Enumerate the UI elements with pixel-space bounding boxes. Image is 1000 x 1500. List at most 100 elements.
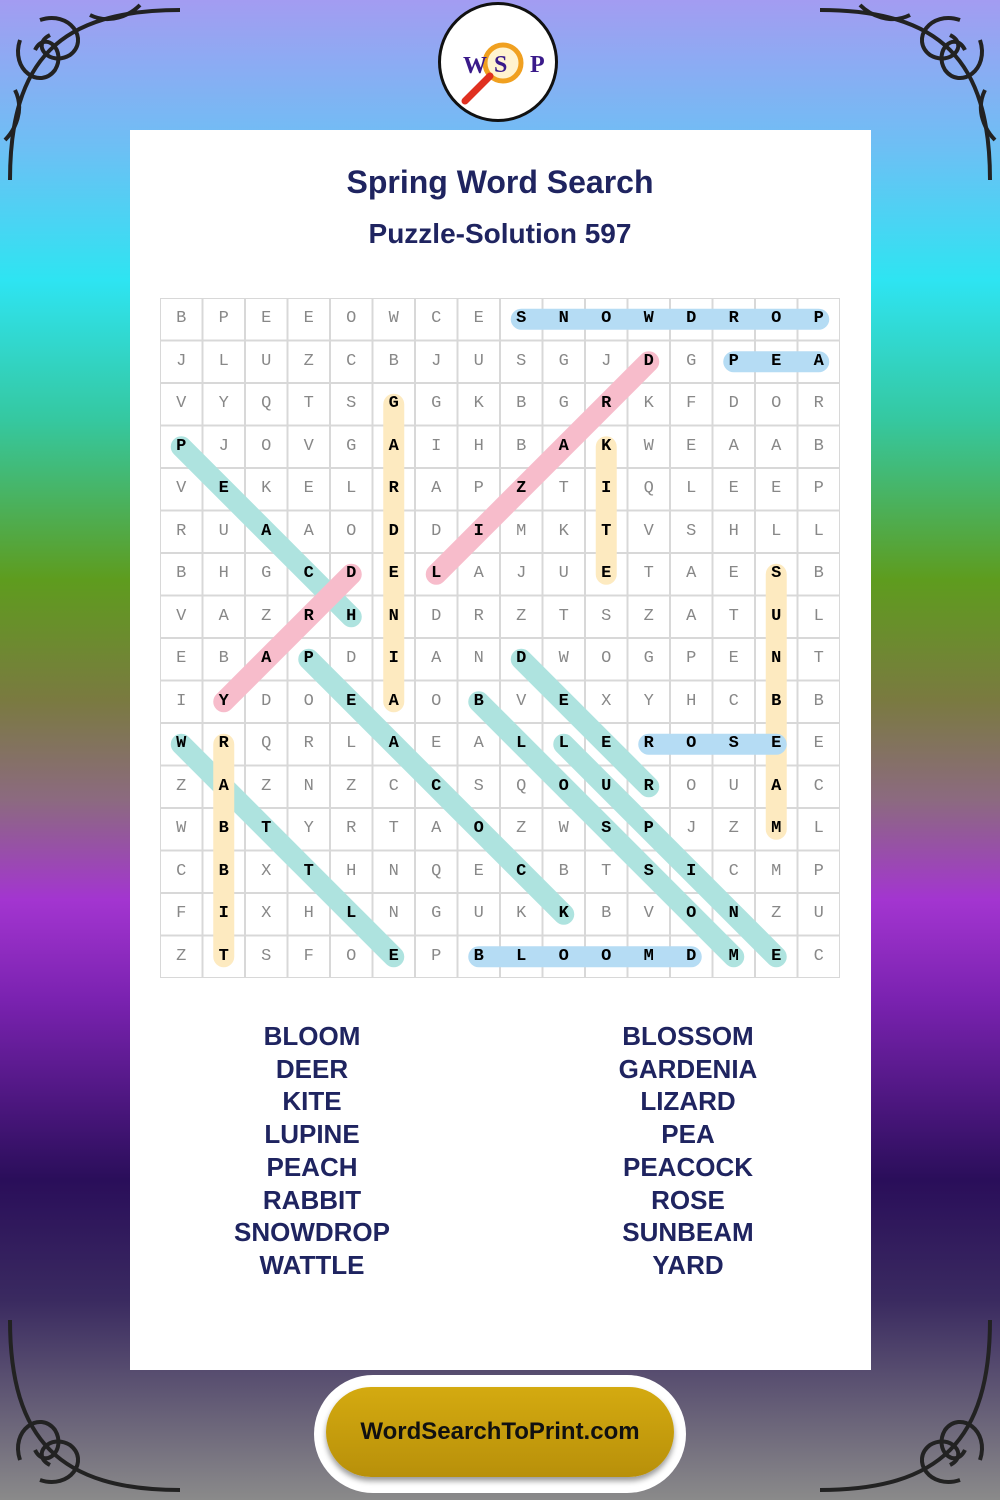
grid-cell[interactable]: E — [388, 946, 399, 966]
grid-cell[interactable]: N — [558, 309, 569, 328]
grid-cell[interactable]: C — [346, 351, 357, 371]
grid-cell[interactable]: I — [601, 479, 612, 498]
grid-cell[interactable]: U — [601, 776, 612, 796]
grid-cell[interactable]: E — [813, 734, 824, 753]
grid-cell[interactable]: A — [388, 691, 399, 711]
grid-cell[interactable]: H — [346, 606, 357, 626]
grid-cell[interactable]: S — [516, 351, 527, 371]
grid-cell[interactable]: E — [686, 436, 697, 456]
grid-cell[interactable]: Z — [261, 776, 272, 796]
grid-cell[interactable]: U — [261, 351, 272, 371]
grid-cell[interactable]: A — [218, 606, 229, 626]
grid-cell[interactable]: G — [431, 394, 442, 413]
grid-cell[interactable]: N — [388, 904, 399, 923]
grid-cell[interactable]: U — [473, 904, 484, 923]
grid-cell[interactable]: X — [261, 861, 272, 881]
grid-cell[interactable]: R — [346, 819, 357, 838]
grid-cell[interactable]: U — [728, 776, 739, 796]
grid-cell[interactable]: A — [388, 734, 399, 753]
grid-cell[interactable]: Y — [218, 691, 229, 711]
grid-cell[interactable]: H — [346, 861, 357, 881]
grid-cell[interactable]: L — [813, 819, 824, 838]
grid-cell[interactable]: O — [261, 436, 272, 456]
grid-cell[interactable]: A — [218, 776, 229, 796]
grid-cell[interactable]: A — [431, 479, 442, 498]
grid-cell[interactable]: L — [516, 734, 527, 753]
grid-cell[interactable]: E — [771, 351, 782, 371]
grid-cell[interactable]: R — [176, 521, 187, 541]
grid-cell[interactable]: K — [261, 479, 272, 498]
grid-cell[interactable]: E — [558, 691, 569, 711]
grid-cell[interactable]: C — [813, 946, 824, 966]
grid-cell[interactable]: E — [728, 649, 739, 668]
grid-cell[interactable]: P — [473, 479, 484, 498]
grid-cell[interactable]: I — [176, 691, 187, 711]
grid-cell[interactable]: B — [558, 861, 569, 881]
grid-cell[interactable]: P — [303, 649, 314, 668]
grid-cell[interactable]: L — [218, 351, 229, 371]
grid-cell[interactable]: W — [558, 819, 569, 838]
grid-cell[interactable]: E — [728, 479, 739, 498]
grid-cell[interactable]: V — [176, 479, 187, 498]
grid-cell[interactable]: M — [516, 521, 527, 541]
grid-cell[interactable]: V — [516, 691, 527, 711]
grid-cell[interactable]: B — [601, 904, 612, 923]
grid-cell[interactable]: K — [516, 904, 527, 923]
grid-cell[interactable]: E — [346, 691, 357, 711]
grid-cell[interactable]: C — [516, 861, 527, 881]
grid-cell[interactable]: A — [771, 436, 782, 456]
grid-cell[interactable]: B — [218, 861, 229, 881]
grid-cell[interactable]: M — [728, 946, 739, 966]
grid-cell[interactable]: N — [388, 861, 399, 881]
grid-cell[interactable]: D — [431, 521, 442, 541]
grid-cell[interactable]: D — [643, 351, 654, 371]
grid-cell[interactable]: T — [261, 819, 272, 838]
grid-cell[interactable]: H — [473, 436, 484, 456]
grid-cell[interactable]: A — [473, 564, 484, 583]
grid-cell[interactable]: U — [473, 351, 484, 371]
grid-cell[interactable]: O — [601, 649, 612, 668]
grid-cell[interactable]: W — [176, 734, 187, 753]
grid-cell[interactable]: E — [303, 479, 314, 498]
grid-cell[interactable]: L — [346, 479, 357, 498]
grid-cell[interactable]: P — [813, 479, 824, 498]
grid-cell[interactable]: J — [218, 436, 229, 456]
grid-cell[interactable]: B — [771, 691, 782, 711]
grid-cell[interactable]: Q — [261, 394, 272, 413]
grid-cell[interactable]: S — [601, 606, 612, 626]
grid-cell[interactable]: S — [643, 861, 654, 881]
grid-cell[interactable]: O — [346, 309, 357, 328]
grid-cell[interactable]: S — [261, 946, 272, 966]
grid-cell[interactable]: D — [431, 606, 442, 626]
grid-cell[interactable]: E — [771, 734, 782, 753]
grid-cell[interactable]: I — [388, 649, 399, 668]
grid-cell[interactable]: E — [601, 734, 612, 753]
site-link[interactable]: WordSearchToPrint.com — [326, 1387, 674, 1477]
grid-cell[interactable]: Z — [176, 776, 187, 796]
grid-cell[interactable]: Z — [516, 819, 527, 838]
grid-cell[interactable]: L — [558, 734, 569, 753]
grid-cell[interactable]: G — [388, 394, 399, 413]
grid-cell[interactable]: L — [516, 946, 527, 966]
grid-cell[interactable]: Q — [516, 776, 527, 796]
grid-cell[interactable]: O — [771, 394, 782, 413]
grid-cell[interactable]: C — [728, 691, 739, 711]
grid-cell[interactable]: L — [771, 521, 782, 541]
grid-cell[interactable]: O — [558, 776, 569, 796]
grid-cell[interactable]: B — [218, 819, 229, 838]
grid-cell[interactable]: O — [431, 691, 442, 711]
grid-cell[interactable]: T — [388, 819, 399, 838]
grid-cell[interactable]: R — [303, 734, 314, 753]
grid-cell[interactable]: U — [218, 521, 229, 541]
grid-cell[interactable]: F — [686, 394, 697, 413]
grid-cell[interactable]: O — [601, 309, 612, 328]
grid-cell[interactable]: B — [176, 309, 187, 328]
grid-cell[interactable]: A — [388, 436, 399, 456]
grid-cell[interactable]: K — [558, 904, 569, 923]
grid-cell[interactable]: Z — [643, 606, 654, 626]
grid-cell[interactable]: P — [813, 309, 824, 328]
grid-cell[interactable]: V — [643, 521, 654, 541]
grid-cell[interactable]: O — [303, 691, 314, 711]
grid-cell[interactable]: I — [431, 436, 442, 456]
grid-cell[interactable]: R — [813, 394, 824, 413]
